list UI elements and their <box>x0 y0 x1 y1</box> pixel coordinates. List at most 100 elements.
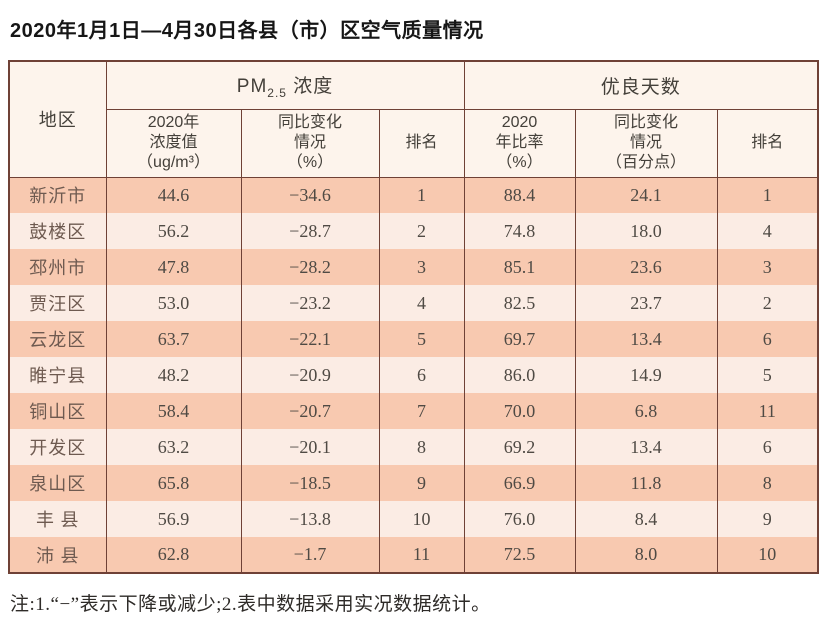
region-cell: 泉山区 <box>8 465 107 501</box>
table-row: 沛 县 62.8 −1.7 11 72.5 8.0 10 <box>8 537 819 573</box>
pm-change-cell: −28.7 <box>240 213 380 249</box>
region-header-cell: 地区 <box>8 60 107 178</box>
days-ratio-cell: 86.0 <box>463 357 576 393</box>
days-change-cell: 8.0 <box>574 537 718 573</box>
days-rank-cell: 4 <box>716 213 819 249</box>
pm-rank-cell: 1 <box>378 177 465 213</box>
region-cell: 贾汪区 <box>8 285 107 321</box>
days-change-cell: 13.4 <box>574 321 718 357</box>
region-cell: 开发区 <box>8 429 107 465</box>
days-ratio-cell: 69.7 <box>463 321 576 357</box>
pm-rank-cell: 11 <box>378 537 465 573</box>
days-rank-cell: 8 <box>716 465 819 501</box>
footnote: 注:1.“−”表示下降或减少;2.表中数据采用实况数据统计。 <box>10 594 491 615</box>
region-cell: 丰 县 <box>8 501 107 537</box>
table-body: 新沂市 44.6 −34.6 1 88.4 24.1 1 鼓楼区 56.2 −2… <box>8 177 819 573</box>
pm-rank-cell: 8 <box>378 429 465 465</box>
pm-value-cell: 63.7 <box>105 321 242 357</box>
days-change-cell: 6.8 <box>574 393 718 429</box>
table-header: 地区 PM2.5 浓度 优良天数 2020年 浓度值 （ug/m³） 同比变化 … <box>8 60 819 178</box>
region-cell: 睢宁县 <box>8 357 107 393</box>
pm25-group-header: PM2.5 浓度 <box>105 60 465 110</box>
days-rank-cell: 2 <box>716 285 819 321</box>
days-ratio-cell: 70.0 <box>463 393 576 429</box>
days-ratio-cell: 72.5 <box>463 537 576 573</box>
pm25-label-suffix: 浓度 <box>286 75 334 97</box>
subheader-pm-value: 2020年 浓度值 （ug/m³） <box>105 108 242 178</box>
pm-rank-cell: 5 <box>378 321 465 357</box>
good-days-group-header: 优良天数 <box>463 60 819 110</box>
table-row: 泉山区 65.8 −18.5 9 66.9 11.8 8 <box>8 465 819 501</box>
sub-header-row: 2020年 浓度值 （ug/m³） 同比变化 情况 （%） 排名 2020 年比… <box>9 108 819 178</box>
region-cell: 邳州市 <box>8 249 107 285</box>
pm-change-cell: −34.6 <box>240 177 380 213</box>
region-cell: 云龙区 <box>8 321 107 357</box>
table-row: 铜山区 58.4 −20.7 7 70.0 6.8 11 <box>8 393 819 429</box>
days-ratio-cell: 82.5 <box>463 285 576 321</box>
subheader-days-ratio: 2020 年比率 （%） <box>463 108 576 178</box>
pm-change-cell: −13.8 <box>240 501 380 537</box>
days-change-cell: 13.4 <box>574 429 718 465</box>
pm25-label-prefix: PM <box>236 75 268 97</box>
days-rank-cell: 9 <box>716 501 819 537</box>
pm-change-cell: −28.2 <box>240 249 380 285</box>
pm-rank-cell: 3 <box>378 249 465 285</box>
pm-change-cell: −23.2 <box>240 285 380 321</box>
pm-rank-cell: 6 <box>378 357 465 393</box>
days-rank-cell: 10 <box>716 537 819 573</box>
pm-change-cell: −18.5 <box>240 465 380 501</box>
region-cell: 鼓楼区 <box>8 213 107 249</box>
days-rank-cell: 5 <box>716 357 819 393</box>
days-change-cell: 24.1 <box>574 177 718 213</box>
subheader-pm-change: 同比变化 情况 （%） <box>240 108 380 178</box>
group-header-row: 地区 PM2.5 浓度 优良天数 <box>8 60 819 178</box>
days-ratio-cell: 76.0 <box>463 501 576 537</box>
pm-value-cell: 44.6 <box>105 177 242 213</box>
pm-value-cell: 62.8 <box>105 537 242 573</box>
days-change-cell: 23.6 <box>574 249 718 285</box>
table-row: 鼓楼区 56.2 −28.7 2 74.8 18.0 4 <box>8 213 819 249</box>
pm-value-cell: 63.2 <box>105 429 242 465</box>
table-row: 邳州市 47.8 −28.2 3 85.1 23.6 3 <box>8 249 819 285</box>
days-rank-cell: 11 <box>716 393 819 429</box>
pm-rank-cell: 7 <box>378 393 465 429</box>
pm-rank-cell: 9 <box>378 465 465 501</box>
subheader-pm-rank: 排名 <box>378 108 465 178</box>
pm-value-cell: 56.2 <box>105 213 242 249</box>
days-rank-cell: 6 <box>716 429 819 465</box>
days-change-cell: 14.9 <box>574 357 718 393</box>
days-ratio-cell: 85.1 <box>463 249 576 285</box>
page-title: 2020年1月1日—4月30日各县（市）区空气质量情况 <box>10 20 484 42</box>
table-row: 丰 县 56.9 −13.8 10 76.0 8.4 9 <box>8 501 819 537</box>
table-row: 睢宁县 48.2 −20.9 6 86.0 14.9 5 <box>8 357 819 393</box>
pm-value-cell: 53.0 <box>105 285 242 321</box>
days-change-cell: 8.4 <box>574 501 718 537</box>
days-rank-cell: 1 <box>716 177 819 213</box>
pm-change-cell: −20.9 <box>240 357 380 393</box>
days-ratio-cell: 69.2 <box>463 429 576 465</box>
air-quality-table: 地区 PM2.5 浓度 优良天数 2020年 浓度值 （ug/m³） 同比变化 … <box>8 60 820 574</box>
pm-value-cell: 47.8 <box>105 249 242 285</box>
region-cell: 沛 县 <box>8 537 107 573</box>
pm-value-cell: 56.9 <box>105 501 242 537</box>
pm-value-cell: 58.4 <box>105 393 242 429</box>
subheader-days-change: 同比变化 情况 （百分点） <box>574 108 718 178</box>
table-row: 贾汪区 53.0 −23.2 4 82.5 23.7 2 <box>8 285 819 321</box>
pm-value-cell: 48.2 <box>105 357 242 393</box>
region-cell: 铜山区 <box>8 393 107 429</box>
days-rank-cell: 6 <box>716 321 819 357</box>
pm-change-cell: −1.7 <box>240 537 380 573</box>
table-row: 新沂市 44.6 −34.6 1 88.4 24.1 1 <box>8 177 819 213</box>
pm-change-cell: −22.1 <box>240 321 380 357</box>
subheader-days-rank: 排名 <box>716 108 819 178</box>
days-ratio-cell: 88.4 <box>463 177 576 213</box>
days-ratio-cell: 74.8 <box>463 213 576 249</box>
days-ratio-cell: 66.9 <box>463 465 576 501</box>
pm-change-cell: −20.1 <box>240 429 380 465</box>
region-cell: 新沂市 <box>8 177 107 213</box>
pm-rank-cell: 2 <box>378 213 465 249</box>
days-change-cell: 23.7 <box>574 285 718 321</box>
pm-change-cell: −20.7 <box>240 393 380 429</box>
pm-value-cell: 65.8 <box>105 465 242 501</box>
